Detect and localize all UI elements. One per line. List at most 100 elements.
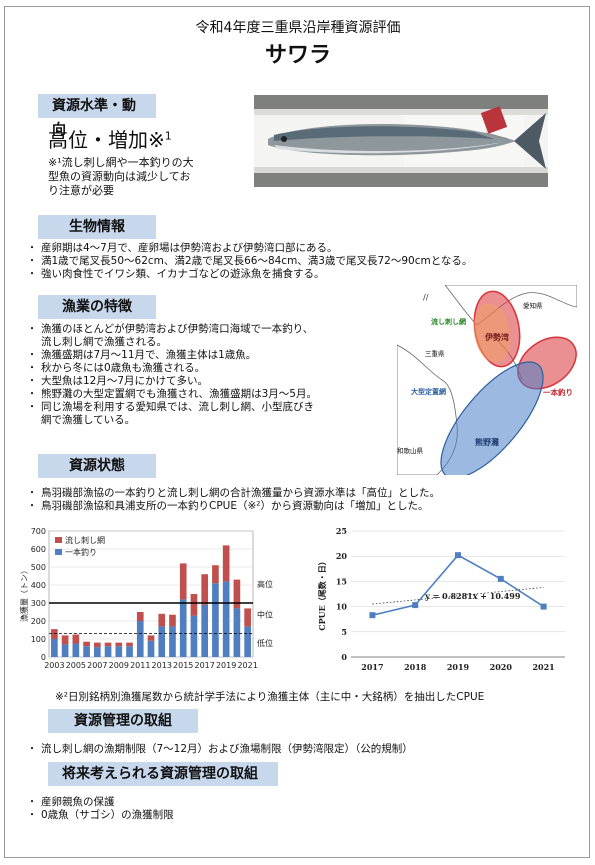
x-tick-label: 2020 [490, 662, 513, 672]
page: 令和4年度三重県沿岸種資源評価 サワラ 資源水準・動向 高位・増加※1 ※¹流し… [4, 6, 590, 858]
map-label-mie: 三重県 [425, 350, 445, 358]
bar-segment [169, 626, 176, 657]
list-item-line: 漁獲のほとんどが伊勢湾および伊勢湾口海域で一本釣り、 [41, 323, 314, 335]
x-tick-label: 2017 [195, 661, 215, 670]
bar-segment [72, 634, 80, 644]
section-heading-future: 将来考えられる資源管理の取組 [48, 762, 278, 786]
x-tick-label: 2013 [152, 661, 172, 670]
y-tick-label: 10 [336, 602, 348, 612]
level-label-mid: 中位 [257, 609, 273, 619]
bar-segment [51, 639, 58, 657]
x-tick-label: 2019 [447, 662, 470, 672]
bar-segment [201, 604, 209, 657]
bar-segment [179, 599, 187, 657]
x-tick-label: 2021 [532, 662, 554, 672]
fish-photo [254, 95, 548, 187]
data-point [540, 603, 547, 610]
bar-segment [212, 583, 219, 657]
bar-segment [201, 574, 209, 605]
status-note-line: 型魚の資源動向は減少してお [48, 170, 191, 183]
list-item-line: 流し刺し網で漁獲される。 [41, 336, 167, 348]
y-axis-label: CPUE（尾数・日） [317, 557, 327, 630]
x-tick-label: 2007 [87, 661, 107, 670]
bar-segment [126, 642, 133, 647]
bar-segment [126, 646, 133, 657]
page-subtitle: 令和4年度三重県沿岸種資源評価 [195, 20, 401, 36]
status-note-line: ※¹流し刺し網や一本釣りの大 [48, 156, 194, 169]
bar-segment [147, 635, 155, 641]
x-tick-label: 2005 [66, 661, 86, 670]
map-label-isewan: 伊勢湾 [485, 333, 509, 342]
y-tick-label: 15 [336, 576, 347, 586]
trendline-equation: y = 0.8281x + 10.499 [424, 591, 521, 601]
svg-text://: // [423, 293, 429, 302]
bar-segment [158, 626, 166, 657]
map-label-teichi: 大型定置網 [411, 388, 446, 396]
section-heading-biology: 生物情報 [38, 215, 156, 239]
list-item: 流し刺し網の漁期制限（7～12月）および漁場制限（伊勢湾限定）（公的規制） [27, 743, 413, 756]
list-item: 強い肉食性でイワシ類、イカナゴなどの遊泳魚を捕食する。 [27, 268, 472, 281]
y-tick-label: 300 [31, 599, 46, 608]
bar-segment [93, 642, 101, 648]
x-tick-label: 2019 [216, 661, 236, 670]
cpue-note: ※²日別銘柄別漁獲尾数から統計学手法により漁獲主体（主に中・大銘柄）を抽出したC… [55, 691, 485, 703]
level-label-low: 低位 [257, 638, 273, 648]
list-item: 熊野灘の大型定置網でも漁獲され、漁獲盛期は3月～5月。 [27, 388, 317, 401]
map-label-wakayama: 和歌山県 [397, 447, 423, 455]
bar-segment [222, 581, 230, 657]
y-tick-label: 5 [341, 627, 347, 637]
bar-segment [169, 614, 176, 627]
fishing-ground-map: // 愛知県 流し刺し網 伊勢湾 三重県 一本釣り 大型定置網 熊野灘 和歌山県 [396, 284, 578, 479]
y-tick-label: 100 [31, 635, 46, 644]
bar-segment [51, 629, 58, 639]
bar-segment [136, 612, 144, 621]
section-heading-resource: 資源状態 [38, 454, 156, 478]
list-item-line: 同じ漁場を利用する愛知県では、流し刺し網、小型底びき [41, 401, 314, 413]
cpue-chart-svg: 0 5 10 15 20 25 2017 2018 2019 2020 2021 y = 0.8281… [317, 526, 565, 672]
y-tick-label: 500 [31, 563, 46, 572]
bar-segment [61, 635, 69, 645]
fishery-list: 漁獲のほとんどが伊勢湾および伊勢湾口海域で一本釣り、流し刺し網で漁獲される。 漁… [27, 323, 317, 427]
bar-segment [104, 642, 112, 647]
bar-segment [104, 646, 112, 657]
map-label-kumano: 熊野灘 [475, 438, 499, 447]
bar-segment [179, 563, 187, 600]
list-item: 鳥羽磯部漁協の一本釣りと流し刺し網の合計漁獲量から資源水準は「高位」とした。 [27, 487, 440, 500]
level-label-high: 高位 [257, 579, 273, 589]
y-axis-label: 漁獲量（トン） [19, 566, 29, 622]
map-label-nagashi: 流し刺し網 [431, 318, 466, 326]
y-tick-label: 0 [341, 652, 347, 662]
status-footnote-mark: 1 [164, 129, 172, 143]
section-heading-status: 資源水準・動向 [38, 94, 156, 138]
status-level-text: 高位・増加※ [48, 128, 165, 152]
list-item: 産卵期は4～7月で、産卵場は伊勢湾および伊勢湾口部にある。 [27, 242, 472, 255]
biology-list: 産卵期は4～7月で、産卵場は伊勢湾および伊勢湾口部にある。 満1歳で尾叉長50～… [27, 242, 472, 281]
x-tick-label: 2021 [237, 661, 257, 670]
bar-segment [222, 545, 230, 582]
bar-segment [158, 613, 166, 627]
data-point [497, 575, 504, 582]
y-tick-label: 20 [336, 551, 348, 561]
list-item: 0歳魚（サゴシ）の漁獲制限 [27, 809, 174, 822]
map-label-ipponzuri: 一本釣り [543, 388, 573, 397]
y-tick-label: 0 [41, 653, 46, 662]
status-note-line: り注意が必要 [48, 184, 114, 197]
bar-segment [115, 646, 123, 657]
legend-swatch [55, 537, 62, 543]
bar-segment [190, 615, 198, 657]
series-line [372, 554, 545, 616]
bar-segment [72, 643, 80, 657]
status-level: 高位・増加※1 [48, 124, 172, 153]
bar-segment [83, 646, 90, 657]
bar-segment [147, 640, 155, 657]
bar-segment [83, 641, 90, 647]
bar-segment [93, 647, 101, 657]
x-tick-label: 2015 [173, 661, 193, 670]
y-tick-label: 200 [31, 617, 46, 626]
x-tick-label: 2009 [109, 661, 129, 670]
fish-photo-illustration [254, 95, 548, 187]
x-tick-label: 2017 [361, 662, 383, 672]
y-tick-label: 25 [336, 526, 347, 536]
resource-list: 鳥羽磯部漁協の一本釣りと流し刺し網の合計漁獲量から資源水準は「高位」とした。 鳥… [27, 487, 440, 513]
